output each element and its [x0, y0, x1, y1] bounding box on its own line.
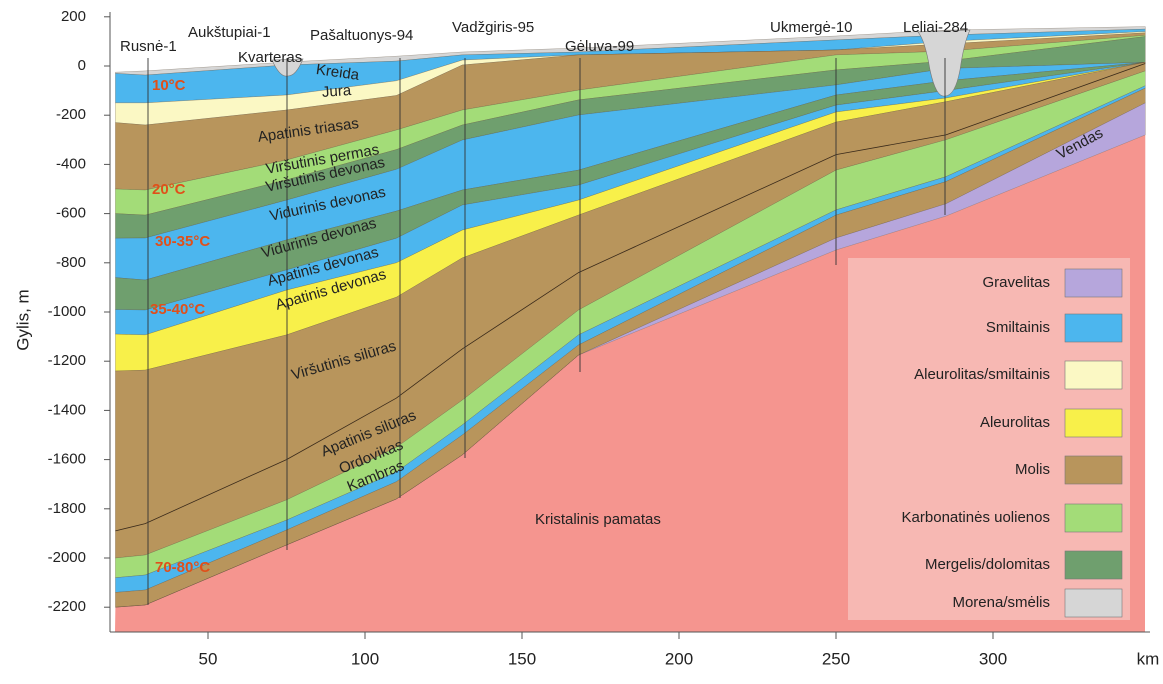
layer-label: Kvarteras	[238, 49, 302, 66]
x-tick-label: 50	[199, 649, 218, 668]
well-label: Gėluva-99	[565, 38, 634, 55]
well-label: Ukmergė-10	[770, 19, 853, 36]
well-label: Leliai-284	[903, 19, 968, 36]
y-tick-label: -1800	[48, 500, 86, 517]
cross-section: Gylis, m Rusnė-1 Aukštupiai-1 Pašaltuonys-…	[0, 0, 1163, 684]
y-tick-label: -1400	[48, 401, 86, 418]
legend-label: Aleurolitas/smiltainis	[914, 366, 1050, 383]
legend-label: Aleurolitas	[980, 414, 1050, 431]
temperature: 70-80°C	[155, 559, 210, 576]
legend-swatch	[1065, 551, 1122, 579]
y-axis-label: Gylis, m	[13, 289, 32, 350]
well-label: Vadžgiris-95	[452, 19, 534, 36]
y-tick-label: 200	[61, 8, 86, 25]
temperature: 10°C	[152, 77, 186, 94]
x-tick-label: 300	[979, 649, 1007, 668]
x-tick-label: 200	[665, 649, 693, 668]
temperature: 20°C	[152, 181, 186, 198]
legend-swatch	[1065, 409, 1122, 437]
legend-swatch	[1065, 269, 1122, 297]
y-tick-label: -600	[56, 205, 86, 222]
well-label: Aukštupiai-1	[188, 24, 271, 41]
legend-swatch	[1065, 361, 1122, 389]
x-tick-label: 100	[351, 649, 379, 668]
y-tick-label: -2000	[48, 549, 86, 566]
y-tick-label: -400	[56, 155, 86, 172]
legend-swatch	[1065, 314, 1122, 342]
legend-label: Mergelis/dolomitas	[925, 556, 1050, 573]
legend-label: Gravelitas	[982, 274, 1050, 291]
legend-swatch	[1065, 504, 1122, 532]
legend-label: Karbonatinės uolienos	[902, 509, 1050, 526]
well-label: Pašaltuonys-94	[310, 27, 413, 44]
legend-swatch	[1065, 456, 1122, 484]
temperature: 30-35°C	[155, 233, 210, 250]
layer-label: Jura	[321, 82, 352, 101]
y-tick-label: -1200	[48, 352, 86, 369]
y-tick-label: -200	[56, 106, 86, 123]
y-tick-label: -1600	[48, 451, 86, 468]
legend-label: Smiltainis	[986, 319, 1050, 336]
x-tick-label: 250	[822, 649, 850, 668]
x-tick-label: 150	[508, 649, 536, 668]
temperature: 35-40°C	[150, 301, 205, 318]
y-tick-label: -2200	[48, 598, 86, 615]
y-tick-label: -1000	[48, 303, 86, 320]
legend: Gravelitas Smiltainis Aleurolitas/smiltain…	[848, 258, 1130, 620]
y-tick-label: -800	[56, 254, 86, 271]
y-tick-label: 0	[78, 57, 86, 74]
legend-label: Molis	[1015, 461, 1050, 478]
x-unit: km	[1137, 649, 1160, 668]
legend-label: Morena/smėlis	[952, 594, 1050, 611]
layer-label: Kristalinis pamatas	[535, 511, 661, 528]
legend-swatch	[1065, 589, 1122, 617]
well-label: Rusnė-1	[120, 38, 177, 55]
